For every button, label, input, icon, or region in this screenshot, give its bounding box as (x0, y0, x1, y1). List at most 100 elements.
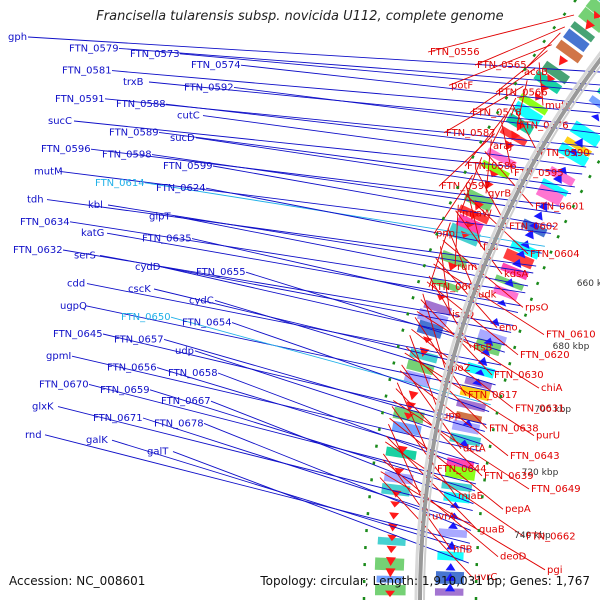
gene-label-right: miaE (458, 491, 483, 502)
gene-label-left: FTN_0589 (109, 127, 159, 138)
gene-label-left: gpmI (46, 351, 71, 362)
leader-line-right (438, 133, 495, 187)
gene-label-right: rumA (457, 262, 484, 273)
reverse-gene-arrow (472, 378, 482, 386)
cds-inner-block (446, 457, 475, 469)
cds-inner-block (569, 120, 600, 148)
gene-label-left: cydC (189, 295, 214, 306)
gene-label-left: FTN_0581 (62, 66, 112, 77)
gene-label-right: FTN_0590 (540, 148, 590, 159)
gene-label-right: deoD (500, 552, 527, 563)
cds-inner-block (451, 419, 481, 435)
leader-line-left (165, 103, 594, 155)
gene-label-left: FTN_0635 (142, 234, 192, 245)
leader-line-left (151, 154, 561, 215)
gene-label-left: FTN_0591 (55, 94, 105, 105)
gene-label-right: FTN_0644 (437, 464, 487, 475)
cds-inner-block (588, 95, 600, 109)
leader-line-right (455, 210, 503, 275)
cds-outer-block (570, 21, 596, 43)
gene-label-left: cdd (67, 279, 85, 290)
reverse-gene-arrow (447, 522, 458, 530)
leader-line-right (389, 417, 504, 510)
cds-outer-block (541, 60, 571, 85)
gene-label-left: trxB (123, 77, 144, 88)
gene-label-left: FTN_0596 (41, 144, 91, 155)
leader-line-left (111, 70, 600, 114)
cds-inner-block (564, 136, 593, 157)
leader-line-left (46, 199, 537, 267)
forward-gene-arrow (385, 590, 396, 598)
leader-line-right (448, 44, 552, 86)
reverse-gene-arrow (483, 337, 494, 347)
cds-inner-block (438, 528, 468, 539)
leader-line-left (88, 383, 477, 485)
gene-label-left: FTN_0592 (184, 82, 234, 93)
cds-inner-block (535, 182, 565, 206)
leader-line-right (469, 67, 536, 113)
kbp-tick-label: 660 kbp (577, 279, 600, 289)
gene-label-left: galT (147, 447, 169, 458)
reverse-gene-arrow (552, 173, 562, 184)
gene-label-left: FTN_0650 (121, 312, 171, 323)
cds-outer-block (406, 358, 435, 376)
leader-line-right (435, 257, 498, 328)
gene-label-right: uvrA (432, 511, 455, 522)
gene-label-left: FTN_0588 (116, 99, 166, 110)
gene-label-right: rpoZ (447, 363, 471, 374)
gene-label-right: eno (499, 323, 518, 334)
leader-line-left (142, 417, 472, 524)
reverse-gene-arrow (516, 250, 526, 259)
map-title: Francisella tularensis subsp. novicida U… (96, 9, 504, 24)
gene-label-right: araJ (493, 141, 512, 152)
leader-line-left (245, 271, 505, 353)
gene-label-right: FTN_0595 (514, 168, 564, 179)
cds-inner-block (509, 239, 541, 260)
leader-line-right (382, 459, 499, 558)
leader-line-right (416, 311, 540, 389)
gene-label-right: FTN_0587 (446, 128, 496, 139)
leader-line-right (495, 50, 548, 93)
gene-label-left: galK (86, 435, 108, 446)
gene-label-left: katG (81, 228, 104, 239)
gene-label-left: FTN_0599 (163, 161, 213, 172)
leader-line-left (118, 47, 600, 86)
reverse-gene-arrow (558, 166, 567, 175)
leader-line-left (158, 131, 575, 188)
reverse-gene-arrow (568, 148, 578, 157)
gene-label-left: FTN_0655 (196, 267, 246, 278)
leader-line-right (501, 121, 513, 174)
cds-outer-block (440, 250, 468, 269)
forward-gene-arrow (397, 445, 408, 455)
gene-label-right: FTN_0565 (477, 60, 527, 71)
gene-label-right: mraW (462, 209, 492, 220)
forward-gene-arrow (385, 557, 396, 567)
leader-line-left (203, 422, 472, 531)
leader-line-left (156, 367, 480, 465)
cds-inner-block (596, 87, 600, 95)
reverse-gene-arrow (474, 369, 485, 376)
cds-outer-block (512, 100, 544, 126)
gene-label-right: FTN_0601 (535, 201, 585, 212)
leader-line-left (212, 165, 555, 227)
gene-label-left: FTN_0632 (13, 245, 63, 256)
gene-label-right: FTN_0630 (494, 370, 544, 381)
gene-label-left: FTN_0574 (191, 60, 241, 71)
gene-label-right: guaB (479, 524, 505, 535)
gene-label-left: glpT (149, 211, 171, 222)
reverse-gene-arrow (529, 221, 539, 230)
gene-label-right: FTN_0602 (509, 222, 559, 233)
leader-line-left (172, 451, 469, 564)
leader-line-left (210, 400, 474, 505)
leader-line-left (111, 439, 470, 551)
cds-inner-block (455, 411, 483, 424)
gene-label-right: purU (536, 431, 560, 442)
leader-line-left (27, 36, 600, 73)
forward-gene-arrow (511, 130, 521, 141)
cds-inner-block (434, 588, 464, 596)
forward-gene-arrow (534, 92, 544, 101)
gene-label-left: udp (175, 346, 194, 357)
cds-inner-block (441, 480, 473, 493)
gene-label-left: glxK (32, 402, 54, 413)
